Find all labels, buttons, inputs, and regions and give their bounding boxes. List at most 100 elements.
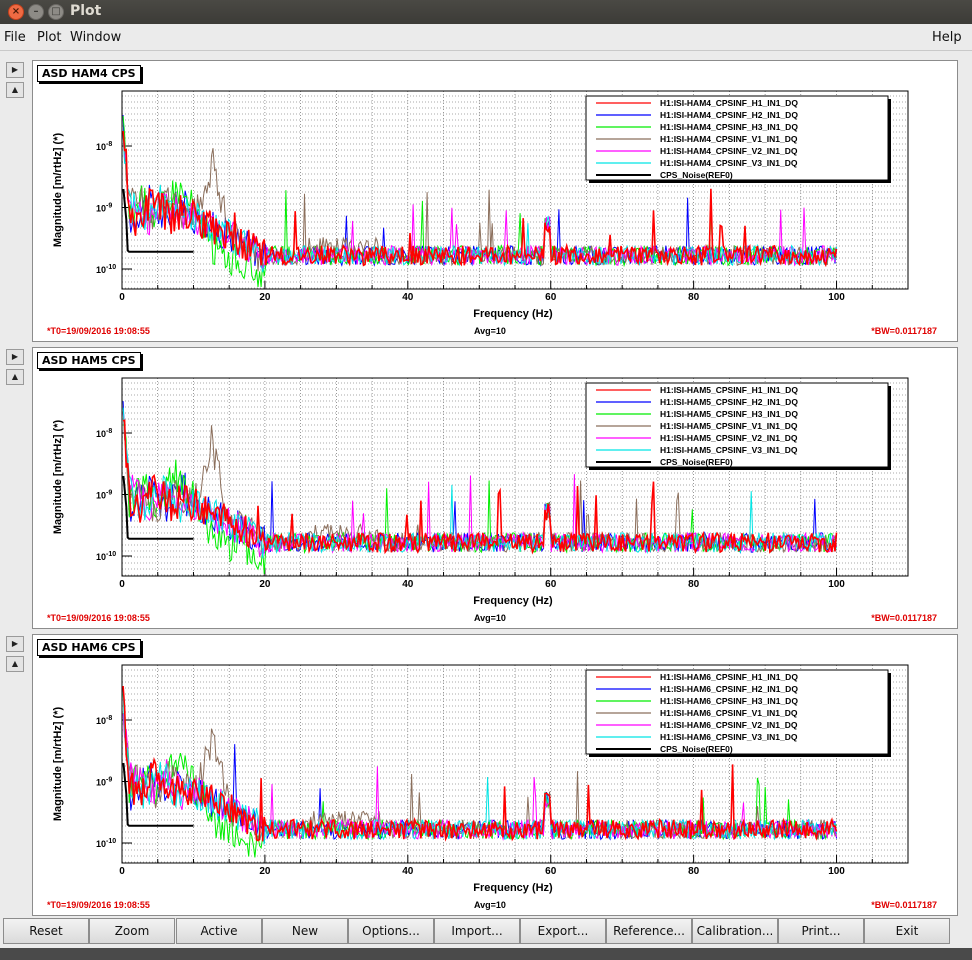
legend-box bbox=[585, 382, 889, 468]
x-axis-label: Frequency (Hz) bbox=[473, 882, 553, 894]
legend-entry: CPS_Noise(REF0) bbox=[660, 170, 733, 180]
x-axis: 0 20 40 60 80 100 bbox=[119, 568, 873, 590]
bw-label: *BW=0.0117187 bbox=[871, 326, 937, 336]
x-tick-label: 60 bbox=[545, 579, 557, 590]
active-button[interactable]: Active bbox=[176, 918, 262, 944]
legend-box bbox=[585, 669, 889, 755]
menu-plot[interactable]: Plot bbox=[37, 30, 62, 45]
panel-expand-button[interactable]: ▶ bbox=[6, 636, 24, 652]
x-axis-label: Frequency (Hz) bbox=[473, 595, 553, 607]
zoom-button[interactable]: Zoom bbox=[89, 918, 175, 944]
y-tick-label: 10-10 bbox=[96, 551, 116, 562]
plot-panel[interactable]: 0 20 40 60 80 100 Frequency (Hz) 10-8 10-9 10-10 M… bbox=[32, 347, 958, 629]
maximize-icon[interactable]: □ bbox=[48, 4, 64, 20]
legend: H1:ISI-HAM4_CPSINF_H1_IN1_DQ H1:ISI-HAM4_… bbox=[585, 95, 891, 183]
calibration-button[interactable]: Calibration... bbox=[692, 918, 778, 944]
menu-file[interactable]: File bbox=[4, 30, 26, 45]
x-tick-label: 80 bbox=[688, 292, 700, 303]
t0-label: *T0=19/09/2016 19:08:55 bbox=[47, 613, 150, 623]
t0-label: *T0=19/09/2016 19:08:55 bbox=[47, 900, 150, 910]
legend-entry: H1:ISI-HAM4_CPSINF_H1_IN1_DQ bbox=[660, 98, 798, 108]
traces bbox=[122, 685, 838, 858]
bw-label: *BW=0.0117187 bbox=[871, 900, 937, 910]
x-tick-label: 100 bbox=[828, 579, 845, 590]
y-axis-label: Magnitude [m/rtHz] (*) bbox=[52, 420, 64, 535]
window-title: Plot bbox=[70, 3, 102, 19]
x-axis-label: Frequency (Hz) bbox=[473, 308, 553, 320]
legend-entry: H1:ISI-HAM5_CPSINF_H1_IN1_DQ bbox=[660, 385, 798, 395]
trace-h1 bbox=[122, 419, 838, 555]
x-axis: 0 20 40 60 80 100 bbox=[119, 855, 873, 877]
x-tick-label: 20 bbox=[259, 866, 271, 877]
bw-label: *BW=0.0117187 bbox=[871, 613, 937, 623]
legend-entry: H1:ISI-HAM6_CPSINF_V3_IN1_DQ bbox=[660, 732, 798, 742]
panel-title: ASD HAM6 CPS bbox=[37, 639, 141, 656]
legend-entry: H1:ISI-HAM4_CPSINF_V2_IN1_DQ bbox=[660, 146, 798, 156]
legend: H1:ISI-HAM6_CPSINF_H1_IN1_DQ H1:ISI-HAM6_… bbox=[585, 669, 891, 757]
options-button[interactable]: Options... bbox=[348, 918, 434, 944]
panel-expand-button[interactable]: ▶ bbox=[6, 349, 24, 365]
export-button[interactable]: Export... bbox=[520, 918, 606, 944]
t0-label: *T0=19/09/2016 19:08:55 bbox=[47, 326, 150, 336]
trace-h3 bbox=[122, 116, 837, 288]
legend-entry: H1:ISI-HAM4_CPSINF_V1_IN1_DQ bbox=[660, 134, 798, 144]
y-tick-label: 10-9 bbox=[96, 490, 112, 501]
y-tick-label: 10-10 bbox=[96, 264, 116, 275]
y-tick-label: 10-8 bbox=[96, 428, 112, 439]
legend: H1:ISI-HAM5_CPSINF_H1_IN1_DQ H1:ISI-HAM5_… bbox=[585, 382, 891, 470]
menu-window[interactable]: Window bbox=[70, 30, 122, 45]
legend-entry: H1:ISI-HAM6_CPSINF_V2_IN1_DQ bbox=[660, 720, 798, 730]
plot-svg[interactable]: 0 20 40 60 80 100 Frequency (Hz) 10-8 10-9 10-10 M… bbox=[33, 635, 957, 915]
plot-svg[interactable]: 0 20 40 60 80 100 Frequency (Hz) 10-8 10-9 10-10 M… bbox=[33, 348, 957, 628]
trace-ref0 bbox=[122, 475, 194, 540]
legend-entry: H1:ISI-HAM6_CPSINF_V1_IN1_DQ bbox=[660, 708, 798, 718]
x-tick-label: 40 bbox=[402, 292, 414, 303]
x-tick-label: 80 bbox=[688, 579, 700, 590]
y-tick-label: 10-8 bbox=[96, 141, 112, 152]
avg-label: Avg=10 bbox=[474, 900, 506, 910]
legend-entry: CPS_Noise(REF0) bbox=[660, 457, 733, 467]
panel-collapse-button[interactable]: ▲ bbox=[6, 82, 24, 98]
exit-button[interactable]: Exit bbox=[864, 918, 950, 944]
panel-expand-button[interactable]: ▶ bbox=[6, 62, 24, 78]
minimize-icon[interactable]: – bbox=[28, 4, 44, 20]
y-tick-label: 10-9 bbox=[96, 203, 112, 214]
print-button[interactable]: Print... bbox=[778, 918, 864, 944]
x-axis: 0 20 40 60 80 100 bbox=[119, 281, 873, 303]
avg-label: Avg=10 bbox=[474, 613, 506, 623]
import-button[interactable]: Import... bbox=[434, 918, 520, 944]
trace-h1 bbox=[122, 130, 838, 268]
avg-label: Avg=10 bbox=[474, 326, 506, 336]
x-tick-label: 0 bbox=[119, 579, 125, 590]
desktop-strip bbox=[0, 948, 972, 960]
x-tick-label: 80 bbox=[688, 866, 700, 877]
legend-entry: H1:ISI-HAM4_CPSINF_H2_IN1_DQ bbox=[660, 110, 798, 120]
y-tick-label: 10-9 bbox=[96, 777, 112, 788]
panel-collapse-button[interactable]: ▲ bbox=[6, 369, 24, 385]
x-tick-label: 0 bbox=[119, 866, 125, 877]
legend-entry: H1:ISI-HAM6_CPSINF_H3_IN1_DQ bbox=[660, 696, 798, 706]
plot-panel[interactable]: 0 20 40 60 80 100 Frequency (Hz) 10-8 10-9 10-10 M… bbox=[32, 634, 958, 916]
y-tick-label: 10-8 bbox=[96, 715, 112, 726]
panel-collapse-button[interactable]: ▲ bbox=[6, 656, 24, 672]
legend-box bbox=[585, 95, 889, 181]
plot-svg[interactable]: 0 20 40 60 80 100 Frequency (Hz) 10-8 10-9 10-10 M… bbox=[33, 61, 957, 341]
reference-button[interactable]: Reference... bbox=[606, 918, 692, 944]
trace-h1 bbox=[122, 685, 838, 842]
legend-entry: H1:ISI-HAM5_CPSINF_V1_IN1_DQ bbox=[660, 421, 798, 431]
legend-entry: H1:ISI-HAM6_CPSINF_H2_IN1_DQ bbox=[660, 684, 798, 694]
panel-title: ASD HAM5 CPS bbox=[37, 352, 141, 369]
x-tick-label: 20 bbox=[259, 579, 271, 590]
plot-panel[interactable]: 0 20 40 60 80 100 Frequency (Hz) 10-8 10-9 10-10 M… bbox=[32, 60, 958, 342]
traces bbox=[122, 401, 838, 575]
y-axis-label: Magnitude [m/rtHz] (*) bbox=[52, 133, 64, 248]
reset-button[interactable]: Reset bbox=[3, 918, 89, 944]
close-icon[interactable]: × bbox=[8, 4, 24, 20]
x-tick-label: 20 bbox=[259, 292, 271, 303]
legend-entry: H1:ISI-HAM6_CPSINF_H1_IN1_DQ bbox=[660, 672, 798, 682]
new-button[interactable]: New bbox=[262, 918, 348, 944]
menu-help[interactable]: Help bbox=[932, 30, 962, 45]
menubar: File Plot Window Help bbox=[0, 24, 972, 51]
button-bar: Reset Zoom Active New Options... Import... Exp… bbox=[0, 918, 972, 948]
window-titlebar: × – □ Plot bbox=[0, 0, 972, 24]
